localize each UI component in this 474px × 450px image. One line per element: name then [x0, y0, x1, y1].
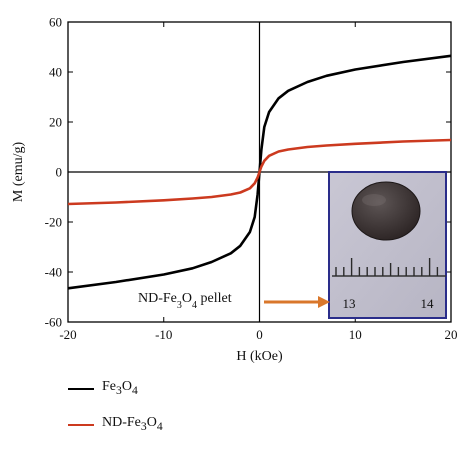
- pellet-highlight: [362, 194, 386, 206]
- ruler-ticks: [335, 258, 439, 276]
- series-group: [67, 54, 452, 290]
- pellet-annotation: ND-Fe3O4 pellet: [138, 291, 232, 311]
- x-tick-label: -20: [59, 327, 76, 342]
- y-axis-label: M (emu/g): [11, 142, 26, 203]
- pellet-image: [351, 181, 421, 241]
- legend-swatch-fe3o4: [68, 388, 94, 390]
- y-tick-label: 20: [49, 115, 62, 130]
- x-tick-label: 0: [256, 327, 263, 342]
- annotation-arrow: [264, 296, 330, 308]
- y-tick-label: -60: [45, 315, 62, 330]
- legend-label-nd-fe3o4: ND-Fe3O4: [102, 415, 163, 433]
- series-line-nd-fe3o4: [67, 138, 452, 206]
- x-axis-label: H (kOe): [236, 349, 283, 364]
- x-tick-label: 20: [445, 327, 458, 342]
- y-tick-label: -40: [45, 265, 62, 280]
- pellet-photo-inset: 13 14: [328, 171, 447, 319]
- ruler-label-13: 13: [343, 296, 356, 311]
- x-tick-label: -10: [155, 327, 172, 342]
- axes-group: -20 -10 0 10 20 60 40 20 0 -20 -40 -60 H (kOe) M (emu…: [11, 15, 458, 365]
- ruler-label-14: 14: [421, 296, 435, 311]
- y-tick-label: 0: [56, 165, 63, 180]
- y-tick-label: 60: [49, 15, 62, 30]
- legend-swatch-nd-fe3o4: [68, 424, 94, 426]
- y-tick-label: -20: [45, 215, 62, 230]
- legend-label-fe3o4: Fe3O4: [102, 379, 138, 397]
- x-tick-label: 10: [349, 327, 362, 342]
- y-tick-label: 40: [49, 65, 62, 80]
